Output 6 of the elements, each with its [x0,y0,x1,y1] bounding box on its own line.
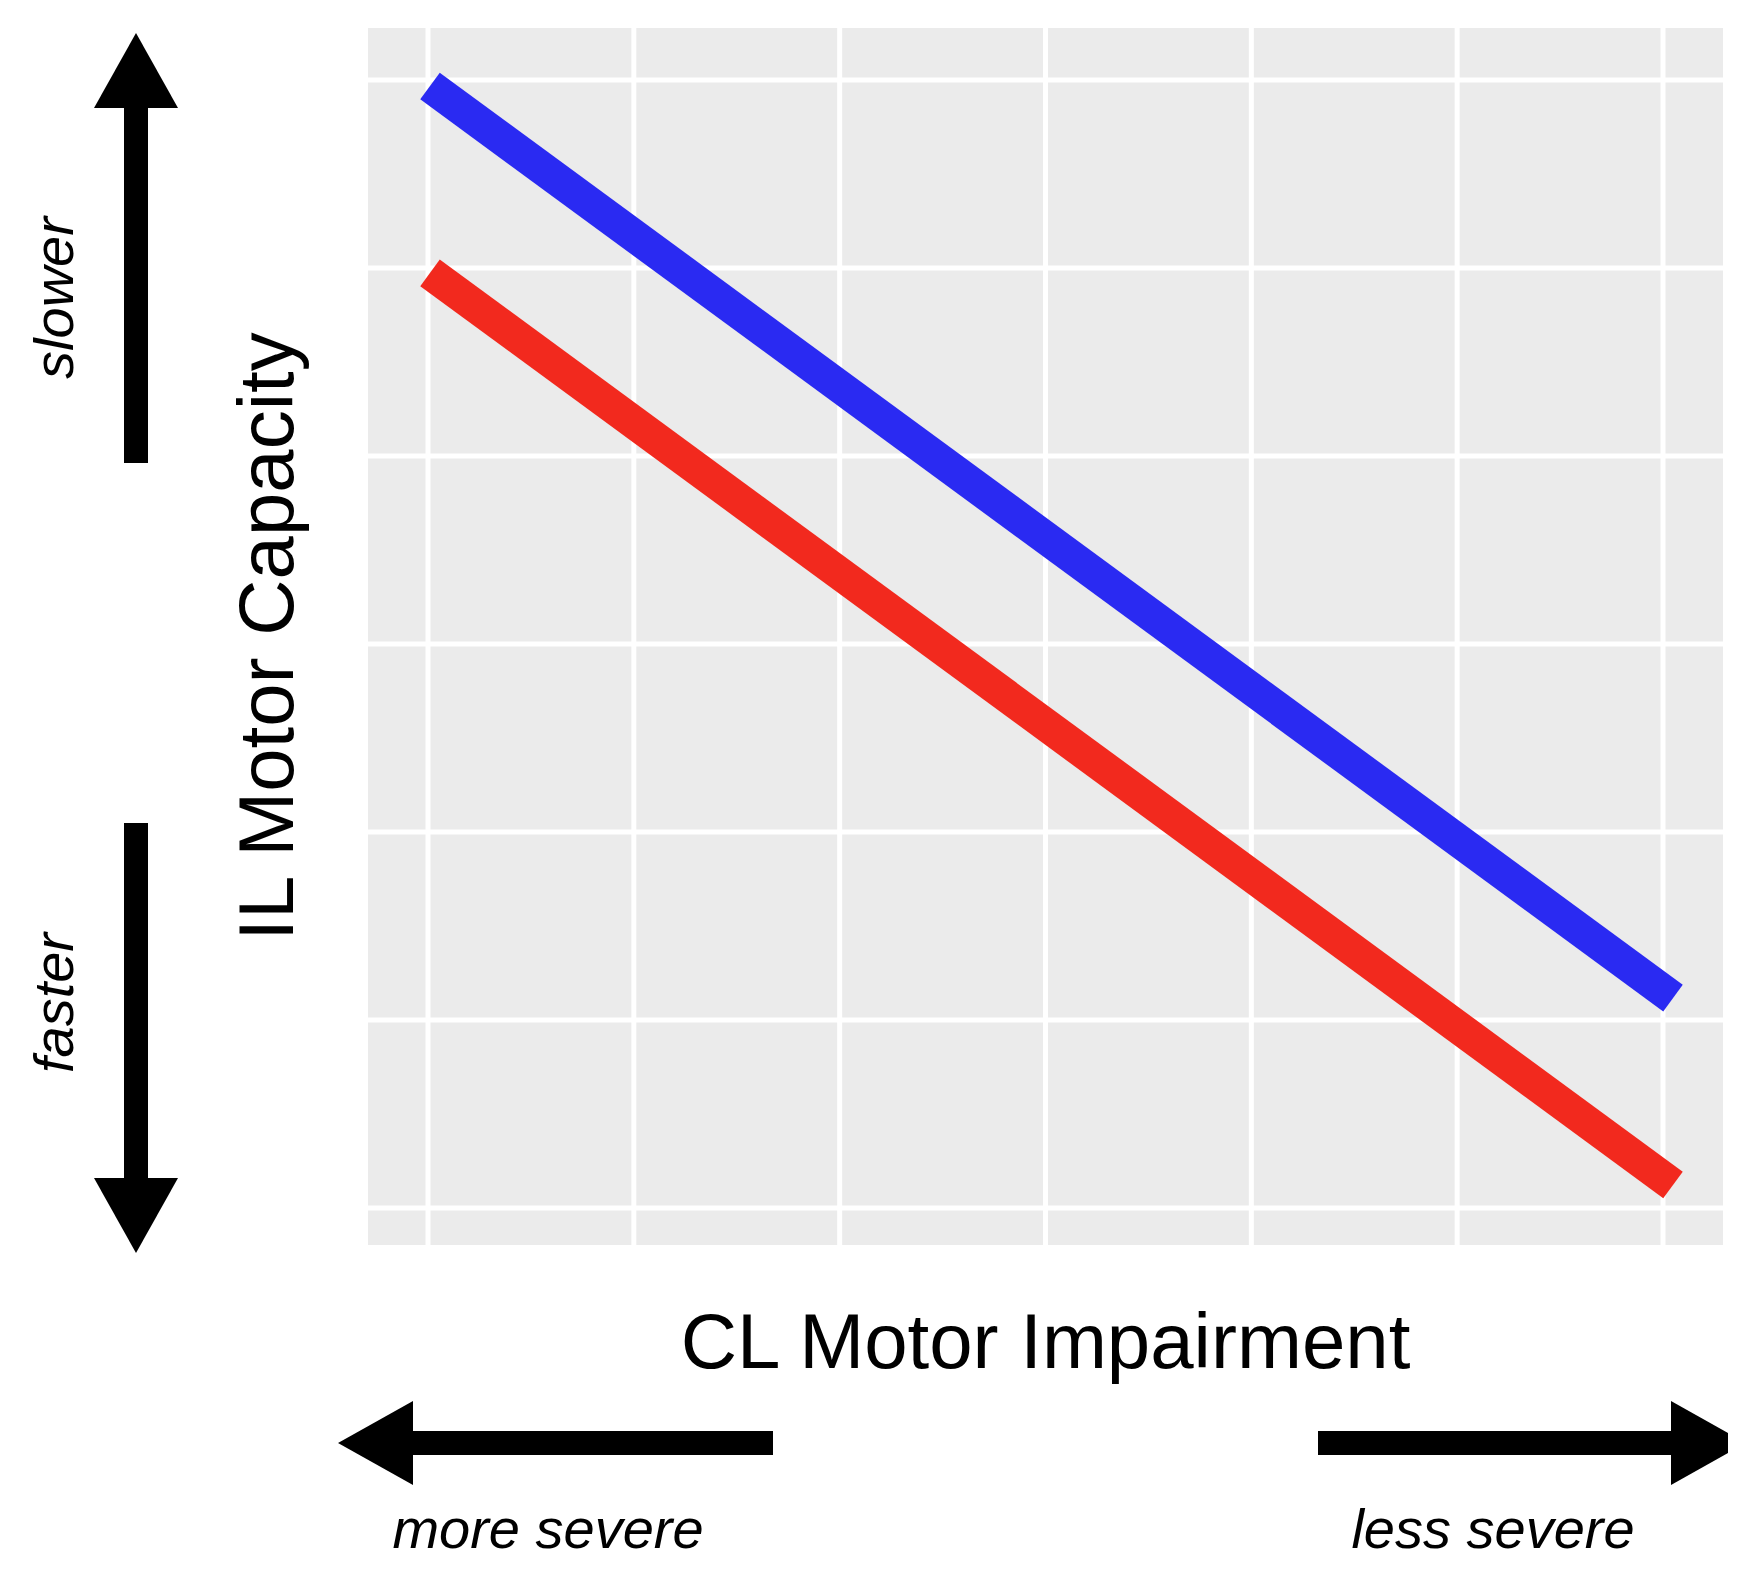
text: less severe [1351,1497,1635,1560]
annotation: faster [22,930,85,1074]
x-axis-title: CL Motor Impairment [680,1297,1411,1385]
text: more severe [392,1497,704,1560]
y-axis-title: IL Motor Capacity [222,332,310,941]
annotation: slower [22,214,85,379]
